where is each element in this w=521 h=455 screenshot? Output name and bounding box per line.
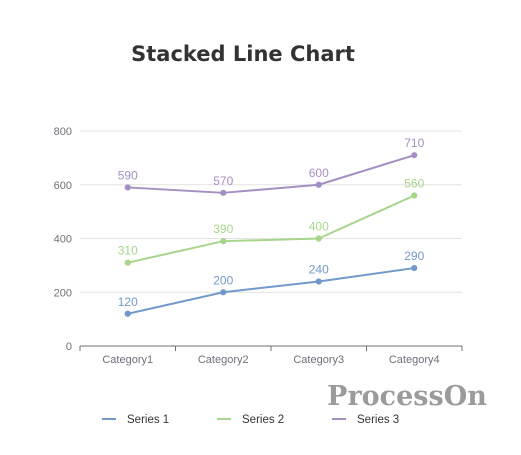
x-tick-label: Category4 <box>389 354 440 366</box>
data-point <box>124 310 131 317</box>
data-point <box>315 235 322 242</box>
data-point <box>220 189 227 196</box>
series-line <box>127 267 415 315</box>
x-tick-label: Category3 <box>293 354 344 366</box>
y-tick-label: 200 <box>54 287 72 299</box>
data-label: 400 <box>309 220 329 234</box>
data-point <box>124 259 131 266</box>
legend-label: Series 1 <box>127 414 169 426</box>
data-point <box>411 152 418 159</box>
data-label: 240 <box>309 263 329 277</box>
data-point <box>124 184 131 191</box>
series-line <box>127 154 415 194</box>
data-label: 590 <box>118 168 138 182</box>
data-label: 290 <box>404 249 424 263</box>
legend-label: Series 2 <box>242 414 284 426</box>
data-label: 560 <box>404 177 424 191</box>
watermark: ProcessOn <box>327 381 487 412</box>
gridlines <box>80 130 462 293</box>
chart-title: Stacked Line Chart <box>131 42 355 66</box>
x-tick-label: Category2 <box>198 354 249 366</box>
data-point <box>411 192 418 199</box>
y-tick-label: 800 <box>54 126 72 138</box>
legend: Series 1 Series 2 Series 3 <box>102 414 399 426</box>
y-tick-label: 0 <box>66 341 72 353</box>
data-label: 200 <box>213 273 233 287</box>
series-lines <box>124 152 418 317</box>
y-tick-label: 600 <box>54 180 72 192</box>
data-label: 600 <box>309 166 329 180</box>
data-point <box>315 181 322 188</box>
x-tick-label: Category1 <box>102 354 153 366</box>
legend-label: Series 3 <box>357 414 399 426</box>
data-point <box>411 264 418 272</box>
data-labels: 120 200 240 290 310 390 400 560 590 570 600 710 <box>118 136 425 309</box>
series-line <box>127 194 415 264</box>
y-tick-label: 400 <box>54 234 72 246</box>
data-label: 310 <box>118 244 138 258</box>
data-label: 120 <box>118 295 138 309</box>
data-point <box>315 278 322 285</box>
data-label: 710 <box>404 136 424 150</box>
data-point <box>220 289 227 296</box>
axes: 0 200 400 600 800 Category1 Category2 Category3… <box>54 126 463 366</box>
data-label: 390 <box>213 222 233 236</box>
data-label: 570 <box>213 174 233 188</box>
data-point <box>220 238 227 245</box>
